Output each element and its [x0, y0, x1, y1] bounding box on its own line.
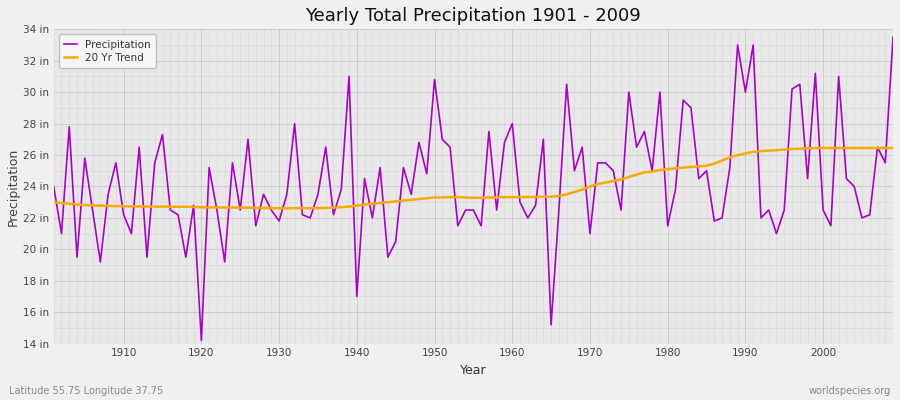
20 Yr Trend: [608, 178, 618, 183]
20 Yr Trend: [282, 206, 292, 211]
Precipitation: [608, 168, 618, 173]
Line: 20 Yr Trend: 20 Yr Trend: [54, 148, 893, 208]
Precipitation: [507, 121, 517, 126]
Precipitation: [289, 121, 300, 126]
Text: Latitude 55.75 Longitude 37.75: Latitude 55.75 Longitude 37.75: [9, 386, 163, 396]
20 Yr Trend: [336, 205, 346, 210]
Precipitation: [515, 200, 526, 204]
Title: Yearly Total Precipitation 1901 - 2009: Yearly Total Precipitation 1901 - 2009: [305, 7, 642, 25]
Precipitation: [111, 160, 122, 165]
Legend: Precipitation, 20 Yr Trend: Precipitation, 20 Yr Trend: [58, 34, 156, 68]
Precipitation: [336, 187, 346, 192]
20 Yr Trend: [887, 146, 898, 150]
20 Yr Trend: [507, 195, 517, 200]
Precipitation: [196, 338, 207, 343]
Precipitation: [887, 35, 898, 40]
Line: Precipitation: Precipitation: [54, 37, 893, 340]
X-axis label: Year: Year: [460, 364, 487, 377]
Text: worldspecies.org: worldspecies.org: [809, 386, 891, 396]
Precipitation: [49, 184, 59, 189]
Y-axis label: Precipitation: Precipitation: [7, 147, 20, 226]
20 Yr Trend: [289, 206, 300, 210]
20 Yr Trend: [515, 195, 526, 200]
20 Yr Trend: [49, 200, 59, 204]
20 Yr Trend: [111, 204, 122, 208]
20 Yr Trend: [818, 146, 829, 150]
